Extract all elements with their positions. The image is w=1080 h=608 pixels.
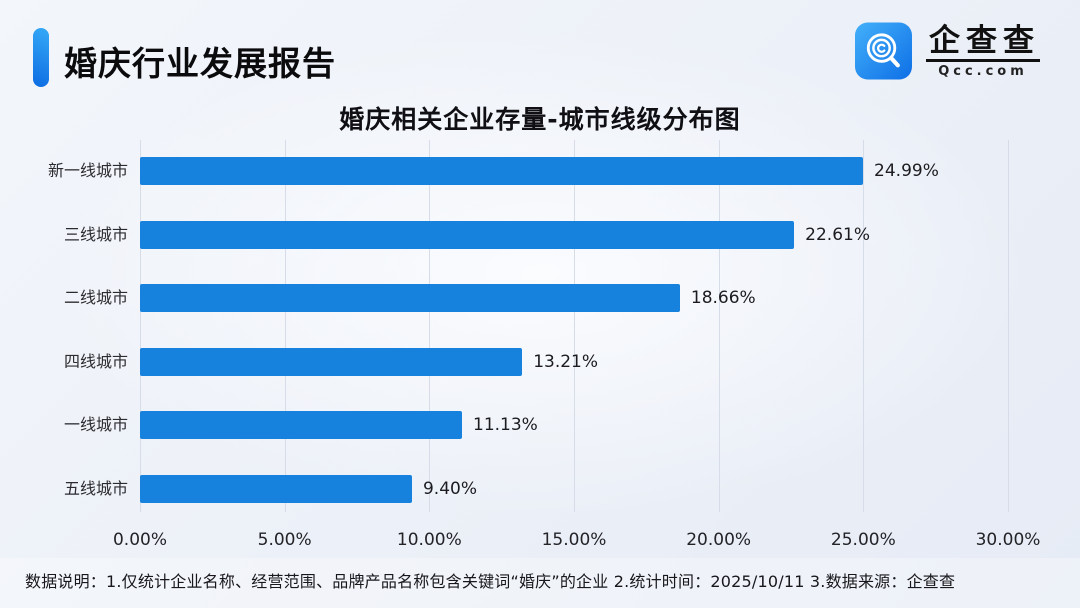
bar-category-label: 三线城市 <box>63 224 128 244</box>
chart-title: 婚庆相关企业存量-城市线级分布图 <box>339 105 741 134</box>
bar <box>140 284 680 313</box>
bar-row: 四线城市 13.21% <box>0 347 1080 376</box>
x-tick-label: 15.00% <box>541 530 607 550</box>
bar-category-label: 一线城市 <box>63 415 128 435</box>
bar-value-label: 24.99% <box>874 161 939 181</box>
logo-name: 企查查 <box>926 24 1040 62</box>
bar-row: 新一线城市 24.99% <box>0 157 1080 185</box>
bar-value-label: 18.66% <box>690 288 756 309</box>
gridline <box>284 140 286 512</box>
bar <box>140 347 523 376</box>
gridline <box>140 140 141 512</box>
x-tick-label: 10.00% <box>396 530 462 550</box>
x-tick-label: 5.00% <box>257 530 312 550</box>
bar-row: 二线城市 18.66% <box>0 284 1080 313</box>
bar-category-label: 二线城市 <box>63 288 128 308</box>
logo-domain: Qcc.com <box>938 63 1028 79</box>
bar <box>140 411 463 440</box>
data-note: 数据说明：1.仅统计企业名称、经营范围、品牌产品名称包含关键词“婚庆”的企业 2… <box>25 572 956 591</box>
bar-value-label: 9.40% <box>422 479 477 499</box>
bar-category-label: 五线城市 <box>63 479 128 498</box>
qcc-logo: 企查查 Qcc.com <box>855 22 1040 80</box>
page-title: 婚庆行业发展报告 <box>64 44 336 83</box>
x-axis: 0.00% 5.00% 10.00% 15.00% 20.00% 25.00% 30.00% <box>113 530 1040 552</box>
bar <box>140 220 795 249</box>
x-tick-label: 30.00% <box>975 530 1041 550</box>
footer-band <box>0 558 1080 608</box>
gridline <box>718 140 720 512</box>
bar-value-label: 13.21% <box>533 351 599 372</box>
bar-chart: 新一线城市 24.99% 三线城市 22.61% 二线城市 18.66% 四线城市 13.21… <box>0 140 1080 512</box>
bar-category-label: 四线城市 <box>63 351 128 371</box>
bar-value-label: 22.61% <box>805 224 870 245</box>
bar-row: 三线城市 22.61% <box>0 220 1080 249</box>
chart-plot-area <box>140 140 1009 512</box>
bar-row: 一线城市 11.13% <box>0 411 1080 440</box>
bar-value-label: 11.13% <box>473 415 538 436</box>
x-tick-label: 20.00% <box>686 530 752 550</box>
qcc-magnifier-icon <box>855 22 912 80</box>
logo-text: 企查查 Qcc.com <box>926 24 1040 79</box>
gridline <box>863 140 865 512</box>
x-tick-label: 25.00% <box>830 530 896 550</box>
gridline <box>429 140 431 512</box>
gridline <box>574 140 575 512</box>
bar <box>140 475 412 503</box>
x-tick-label: 0.00% <box>112 530 168 550</box>
gridline <box>1008 140 1009 512</box>
title-accent-bar <box>33 28 49 87</box>
bar <box>140 157 864 185</box>
bar-row: 五线城市 9.40% <box>0 475 1080 503</box>
bar-category-label: 新一线城市 <box>47 161 128 180</box>
